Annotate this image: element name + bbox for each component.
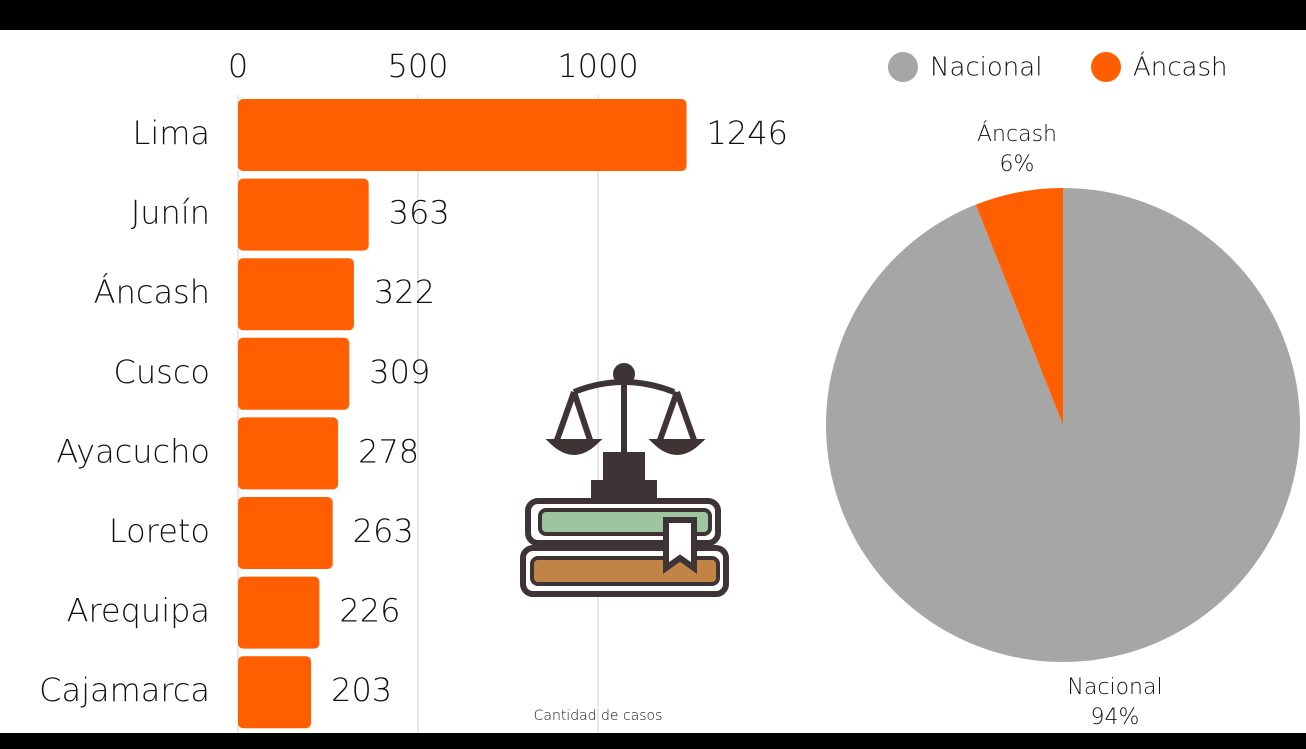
value-label: 263 <box>353 512 414 550</box>
top-band <box>0 0 1306 30</box>
y-tick-label: Loreto <box>109 512 210 550</box>
value-label: 309 <box>369 353 430 391</box>
slice-value: 94% <box>1091 705 1140 730</box>
bar <box>238 497 333 569</box>
bar <box>238 656 312 729</box>
bar <box>238 576 320 649</box>
value-label: 322 <box>374 273 435 311</box>
y-tick-label: Ayacucho <box>56 432 210 470</box>
y-tick-label: Junín <box>131 194 210 232</box>
y-tick-label: Cusco <box>114 353 210 391</box>
y-tick-label: Cajamarca <box>39 671 210 709</box>
legend-label: Nacional <box>930 53 1042 83</box>
legend-swatch <box>888 52 918 82</box>
bar <box>238 178 369 251</box>
bar <box>238 417 339 490</box>
value-label: 226 <box>339 592 400 630</box>
bar <box>238 337 350 410</box>
legend-label: Áncash <box>1133 51 1228 83</box>
legend-swatch <box>1091 52 1121 82</box>
value-label: 278 <box>358 432 419 470</box>
slice-label: Áncash <box>977 121 1057 147</box>
bar <box>238 99 687 171</box>
y-tick-label: Lima <box>133 114 211 152</box>
justice-icon <box>520 363 729 597</box>
x-axis-label: Cantidad de casos <box>534 708 663 724</box>
x-tick-label: 1000 <box>557 47 638 85</box>
slice-label: Nacional <box>1067 675 1162 700</box>
y-tick-label: Áncash <box>94 273 210 311</box>
value-label: 1246 <box>707 114 788 152</box>
x-tick-label: 500 <box>387 47 448 85</box>
bottom-band <box>0 733 1306 749</box>
bar <box>238 258 354 331</box>
value-label: 363 <box>389 194 450 232</box>
y-tick-label: Arequipa <box>67 592 210 630</box>
pie-slice <box>826 188 1300 663</box>
x-tick-label: 0 <box>228 47 248 85</box>
slice-value: 6% <box>1000 152 1035 177</box>
pie-slice <box>975 188 1063 425</box>
value-label: 203 <box>331 671 392 709</box>
